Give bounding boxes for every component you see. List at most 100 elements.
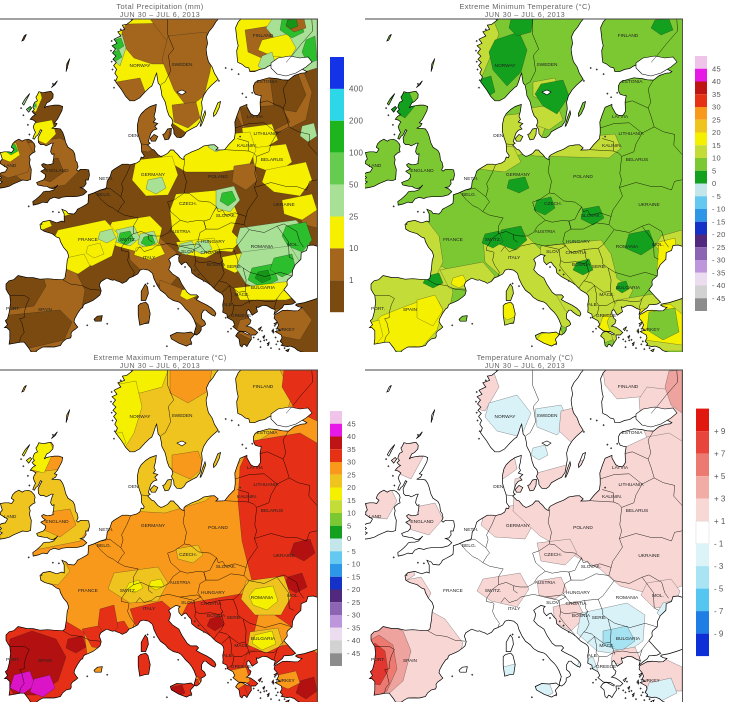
svg-text:FRANCE: FRANCE: [443, 588, 463, 594]
svg-text:+ 7: + 7: [714, 449, 726, 458]
svg-text:SPAIN: SPAIN: [403, 307, 418, 313]
svg-text:35: 35: [712, 90, 721, 99]
svg-text:ALB.: ALB.: [588, 653, 598, 659]
svg-text:MACE.: MACE.: [234, 292, 249, 298]
svg-text:+ 5: + 5: [714, 472, 726, 481]
svg-text:SPAIN: SPAIN: [38, 658, 53, 664]
svg-text:LAND: LAND: [369, 514, 382, 520]
svg-text:ROMANIA: ROMANIA: [616, 244, 639, 250]
svg-text:BOSNIA: BOSNIA: [572, 613, 591, 619]
svg-text:POLAND: POLAND: [208, 525, 228, 531]
svg-text:GREECE: GREECE: [596, 664, 616, 670]
svg-text:SLOV.: SLOV.: [181, 600, 195, 606]
svg-text:UKRAINE: UKRAINE: [638, 202, 659, 208]
svg-text:DEN.: DEN.: [128, 133, 139, 139]
svg-text:- 40: - 40: [347, 636, 361, 645]
svg-text:5: 5: [347, 521, 351, 530]
svg-text:ESTONIA: ESTONIA: [257, 79, 279, 85]
svg-text:200: 200: [349, 117, 363, 126]
svg-text:10: 10: [712, 154, 721, 163]
svg-text:SERB.: SERB.: [592, 615, 606, 621]
svg-text:FINLAND: FINLAND: [253, 33, 274, 39]
svg-text:LITHUANIA: LITHUANIA: [618, 131, 644, 137]
svg-text:Temperature Anomaly (°C): Temperature Anomaly (°C): [477, 353, 574, 362]
svg-text:SWEDEN: SWEDEN: [171, 62, 193, 68]
svg-text:- 25: - 25: [712, 243, 726, 252]
svg-text:JUN 30 – JUL 6, 2013: JUN 30 – JUL 6, 2013: [485, 362, 566, 370]
svg-text:HUNGARY: HUNGARY: [566, 239, 591, 245]
svg-text:LITHUANIA: LITHUANIA: [618, 482, 644, 488]
svg-text:SLOV.: SLOV.: [546, 600, 560, 606]
svg-text:45: 45: [712, 64, 721, 73]
svg-text:JUN 30 – JUL 6, 2013: JUN 30 – JUL 6, 2013: [120, 362, 201, 370]
svg-text:BELARUS: BELARUS: [261, 157, 283, 163]
svg-text:FRANCE: FRANCE: [78, 237, 98, 243]
svg-text:0: 0: [712, 179, 716, 188]
svg-text:NETH.: NETH.: [464, 527, 478, 533]
svg-text:GREECE: GREECE: [231, 664, 251, 670]
svg-text:MOL.: MOL.: [652, 242, 664, 248]
svg-text:GREECE: GREECE: [231, 313, 251, 319]
svg-text:40: 40: [347, 432, 356, 441]
svg-text:- 9: - 9: [714, 629, 724, 638]
svg-text:ITALY: ITALY: [143, 255, 156, 261]
svg-text:SERB.: SERB.: [592, 264, 606, 270]
svg-text:UKRAINE: UKRAINE: [273, 553, 294, 559]
svg-text:SWITZ.: SWITZ.: [120, 237, 136, 243]
svg-text:NORWAY: NORWAY: [495, 414, 517, 420]
svg-text:MOL.: MOL.: [287, 242, 299, 248]
svg-text:CZECH.: CZECH.: [179, 201, 197, 207]
svg-text:PORT.: PORT.: [6, 657, 20, 663]
svg-text:- 20: - 20: [347, 585, 361, 594]
svg-text:UKRAINE: UKRAINE: [273, 202, 294, 208]
svg-text:ALB.: ALB.: [223, 302, 233, 308]
svg-text:- 30: - 30: [347, 611, 361, 620]
svg-text:GERMANY: GERMANY: [141, 172, 166, 178]
svg-text:Extreme Maximum Temperature (°: Extreme Maximum Temperature (°C): [93, 353, 226, 362]
svg-text:KALININ.: KALININ.: [602, 494, 622, 500]
svg-text:BELG.: BELG.: [97, 192, 111, 198]
svg-text:10: 10: [349, 244, 359, 253]
svg-text:SLOVAK.: SLOVAK.: [216, 213, 236, 219]
svg-text:SWITZ.: SWITZ.: [120, 588, 136, 594]
svg-text:Extreme Minimum Temperature (°: Extreme Minimum Temperature (°C): [459, 2, 590, 11]
svg-text:PORT.: PORT.: [371, 306, 385, 312]
svg-text:MOL.: MOL.: [287, 593, 299, 599]
svg-text:TURKEY: TURKEY: [275, 327, 295, 333]
svg-text:SLOV.: SLOV.: [546, 249, 560, 255]
svg-text:GERMANY: GERMANY: [141, 523, 166, 529]
svg-text:1: 1: [349, 276, 354, 285]
svg-text:FRANCE: FRANCE: [443, 237, 463, 243]
svg-text:PORT.: PORT.: [371, 657, 385, 663]
svg-text:SWEDEN: SWEDEN: [536, 413, 558, 419]
svg-text:ROMANIA: ROMANIA: [616, 595, 639, 601]
svg-text:15: 15: [712, 141, 721, 150]
svg-text:BELARUS: BELARUS: [626, 508, 648, 514]
svg-text:CZECH.: CZECH.: [179, 552, 197, 558]
svg-text:MACE.: MACE.: [599, 643, 614, 649]
svg-text:- 15: - 15: [712, 217, 726, 226]
svg-text:40: 40: [712, 77, 721, 86]
svg-text:LATVIA: LATVIA: [612, 114, 629, 120]
svg-text:DEN.: DEN.: [493, 133, 504, 139]
svg-text:GERMANY: GERMANY: [506, 523, 531, 529]
svg-text:LAND: LAND: [4, 514, 17, 520]
svg-text:DEN.: DEN.: [128, 484, 139, 490]
svg-text:GERMANY: GERMANY: [506, 172, 531, 178]
svg-text:NETH.: NETH.: [99, 527, 113, 533]
svg-text:- 20: - 20: [712, 230, 726, 239]
svg-text:AUSTRIA: AUSTRIA: [170, 580, 192, 586]
svg-text:5: 5: [712, 166, 716, 175]
svg-text:ESTONIA: ESTONIA: [622, 430, 644, 436]
svg-text:CROATIA: CROATIA: [566, 601, 588, 607]
svg-text:- 5: - 5: [712, 192, 721, 201]
svg-text:LATVIA: LATVIA: [612, 465, 629, 471]
svg-text:CROATIA: CROATIA: [566, 250, 588, 256]
svg-text:- 5: - 5: [347, 547, 356, 556]
svg-text:TURKEY: TURKEY: [640, 678, 660, 684]
svg-text:20: 20: [347, 483, 356, 492]
svg-text:ROMANIA: ROMANIA: [251, 244, 274, 250]
svg-text:FRANCE: FRANCE: [78, 588, 98, 594]
svg-text:CROATIA: CROATIA: [201, 250, 223, 256]
svg-text:NORWAY: NORWAY: [130, 63, 152, 69]
